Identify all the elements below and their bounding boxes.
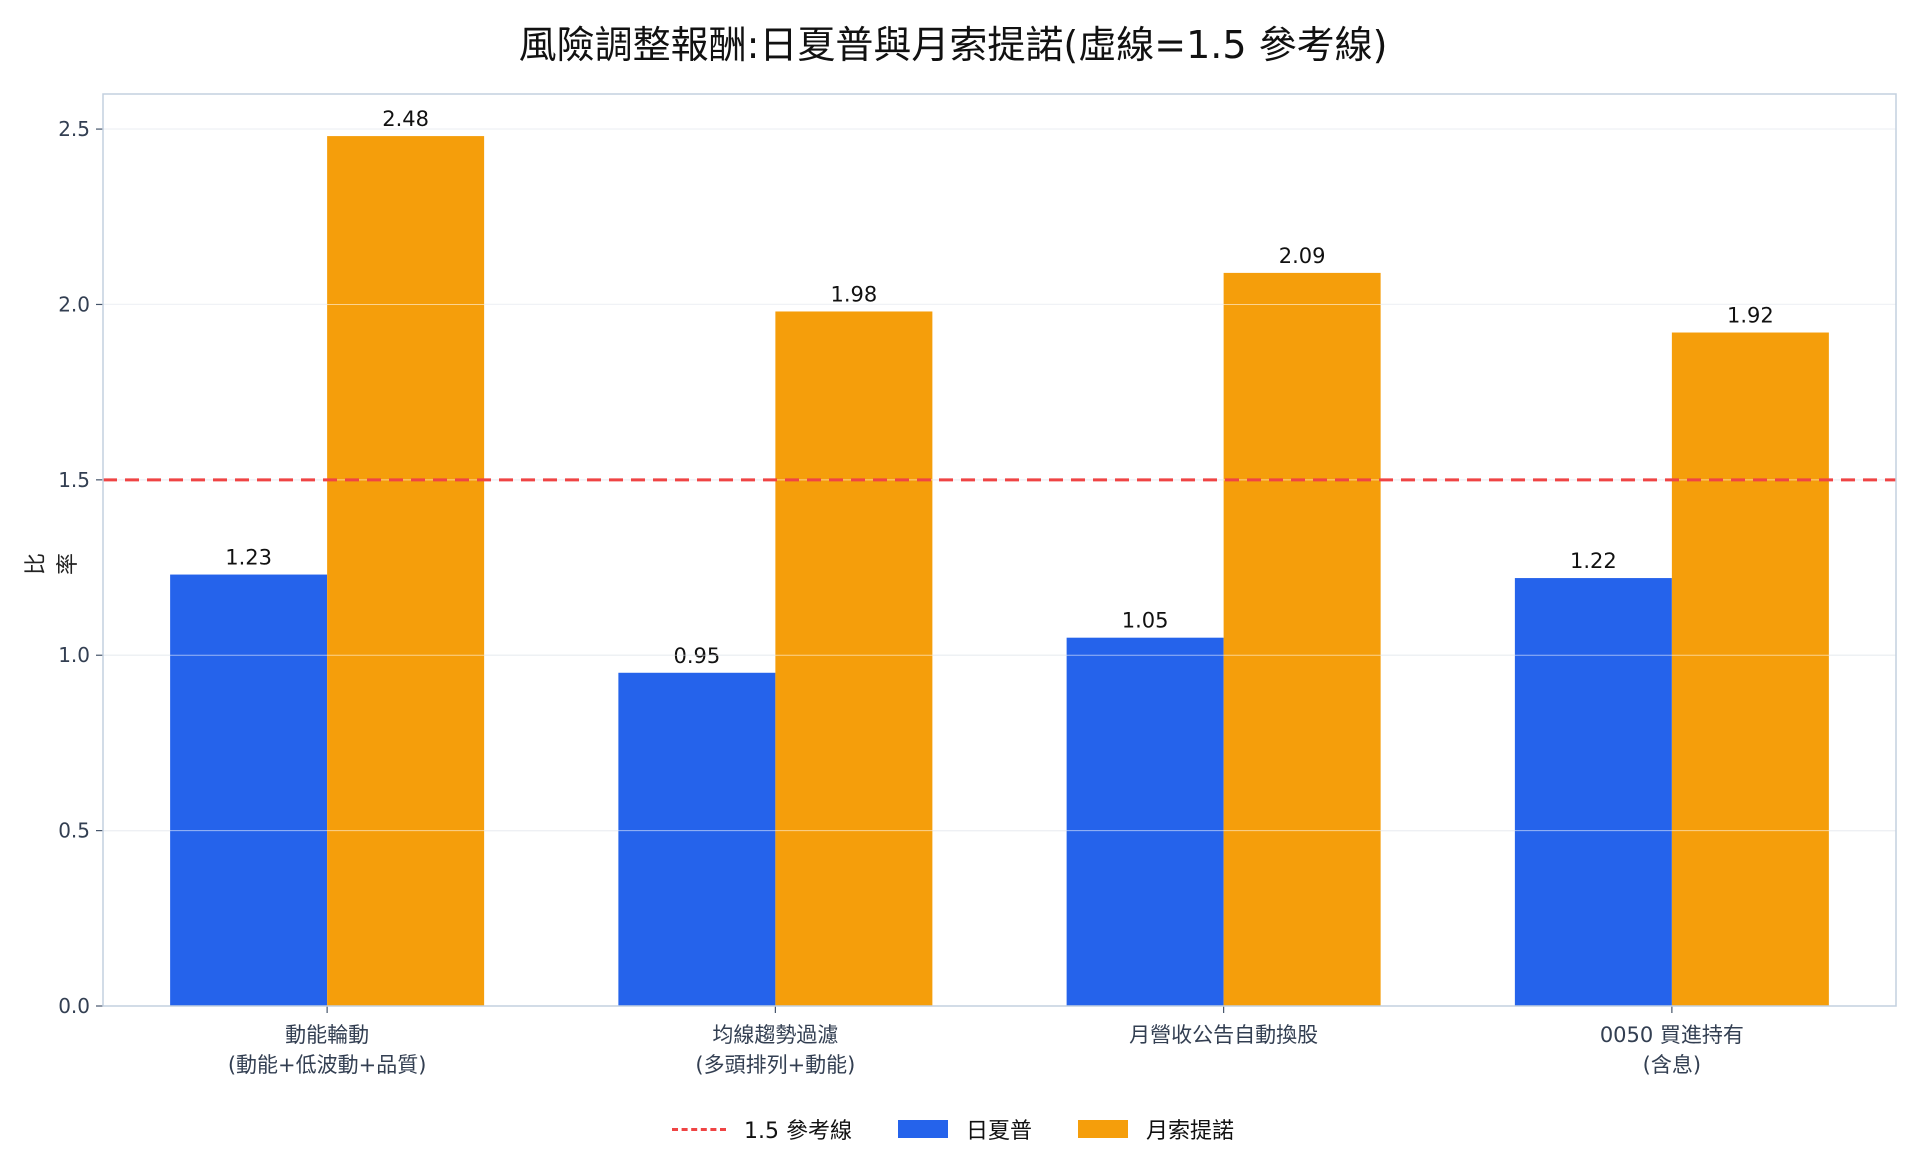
bar-series-0 [618,672,776,1006]
bar-series-0 [1514,578,1672,1006]
legend-label-reference: 1.5 參考線 [743,1119,852,1144]
bar-series-1 [1671,332,1829,1006]
x-tick-label: 0050 買進持有 [1600,1023,1744,1047]
x-tick-label: (含息) [1643,1053,1701,1077]
bar-series-0 [170,574,328,1006]
legend-swatch-series-0 [897,1120,948,1138]
legend-item-series-1: 月索提諾 [1077,1113,1234,1145]
legend-label-series-1: 月索提諾 [1145,1119,1234,1144]
bar-value-label: 1.98 [830,282,877,306]
legend-item-series-0: 日夏普 [897,1113,1032,1145]
y-tick-label: 2.5 [58,117,90,141]
y-tick-label: 1.0 [58,643,90,667]
x-tick-label: (多頭排列+動能) [695,1053,855,1077]
y-tick-label: 0.0 [58,994,90,1018]
plot-frame [102,93,1897,1007]
bar-value-label: 1.23 [225,546,272,570]
y-axis-label: 比率 [24,553,81,576]
x-tick-label: 月營收公告自動換股 [1129,1023,1318,1047]
y-tick-label: 1.5 [58,468,90,492]
bar-value-label: 2.48 [382,107,429,131]
legend-swatch-reference [671,1127,726,1131]
bar-value-label: 1.05 [1122,609,1169,633]
bar-value-label: 0.95 [673,644,720,668]
chart-title: 風險調整報酬:日夏普與月索提諾(虛線=1.5 參考線) [518,23,1388,67]
legend-swatch-series-1 [1077,1120,1128,1138]
legend-item-reference: 1.5 參考線 [671,1113,852,1145]
bar-series-0 [1066,637,1224,1006]
y-tick-label: 2.0 [58,292,90,316]
x-tick-label: 均線趨勢過濾 [712,1023,838,1047]
bar-value-label: 1.92 [1727,304,1774,328]
y-tick-label: 0.5 [58,819,90,843]
x-tick-label: 動能輪動 [285,1023,369,1047]
bar-value-label: 2.09 [1279,244,1326,268]
legend-label-series-0: 日夏普 [965,1119,1032,1144]
bar-series-1 [327,136,485,1007]
legend: 1.5 參考線 日夏普 月索提諾 [0,1113,1906,1145]
bar-value-label: 1.22 [1570,549,1617,573]
bar-series-1 [1223,272,1381,1006]
x-tick-label: (動能+低波動+品質) [228,1053,427,1077]
bar-series-1 [775,311,933,1006]
